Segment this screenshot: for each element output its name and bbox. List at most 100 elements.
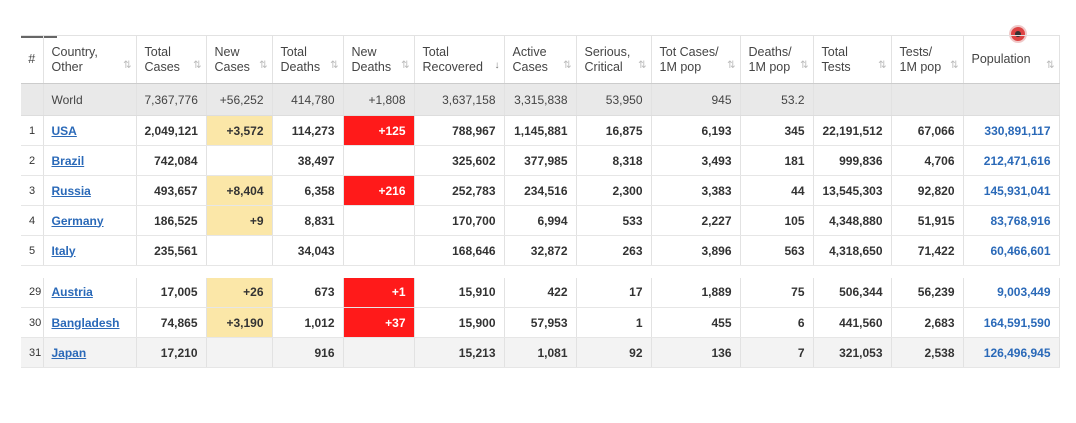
cell-new-cases: +26 bbox=[206, 277, 273, 308]
cell-serious: 92 bbox=[576, 337, 652, 368]
cell-new-deaths bbox=[343, 205, 415, 236]
column-header-total-deaths[interactable]: Total Deaths ⇅ bbox=[272, 35, 344, 84]
country-link[interactable]: Russia bbox=[51, 183, 91, 198]
covid-stats-table-container: # Country, Other ⇅ Total Cases ⇅ New Cases ⇅ Total… bbox=[21, 35, 1060, 368]
cell-population: 212,471,616 bbox=[963, 145, 1060, 176]
cell-tests-1m: 2,683 bbox=[891, 307, 964, 338]
cell-active-cases: 1,145,881 bbox=[504, 115, 577, 146]
cell-population: 164,591,590 bbox=[963, 307, 1060, 338]
cell-population: 330,891,117 bbox=[963, 115, 1060, 146]
cell-total-tests: 999,836 bbox=[813, 145, 892, 176]
cell-new-cases bbox=[206, 235, 273, 266]
table-row: 2 Brazil 742,084 38,497 325,602 377,985 8,318 3… bbox=[21, 145, 1060, 176]
cell-active-cases: 1,081 bbox=[504, 337, 577, 368]
cell-population: 145,931,041 bbox=[963, 175, 1060, 206]
country-link[interactable]: Bangladesh bbox=[51, 315, 120, 330]
cell-deaths-1m: 53.2 bbox=[740, 83, 814, 116]
cell-active-cases: 32,872 bbox=[504, 235, 577, 266]
cell-active-cases: 422 bbox=[504, 277, 577, 308]
cell-active-cases: 377,985 bbox=[504, 145, 577, 176]
sort-icon[interactable]: ⇅ bbox=[193, 60, 202, 71]
sort-icon[interactable]: ⇅ bbox=[727, 60, 736, 71]
cell-active-cases: 6,994 bbox=[504, 205, 577, 236]
cell-idx bbox=[21, 83, 44, 116]
cell-idx: 31 bbox=[21, 337, 44, 368]
table-row: 4 Germany 186,525 +9 8,831 170,700 6,994 533 2,2… bbox=[21, 205, 1060, 236]
column-header-label: Population bbox=[971, 52, 1031, 66]
cell-total-tests: 441,560 bbox=[813, 307, 892, 338]
country-link[interactable]: Japan bbox=[51, 345, 87, 360]
table-row: 1 USA 2,049,121 +3,572 114,273 +125 788,967 1,1… bbox=[21, 115, 1060, 146]
country-link[interactable]: USA bbox=[51, 123, 77, 138]
cell-total-cases: 493,657 bbox=[136, 175, 207, 206]
cell-new-deaths: +216 bbox=[343, 175, 415, 206]
gap-cell bbox=[136, 265, 206, 278]
column-header-label: New bbox=[214, 44, 240, 59]
cell-new-deaths: +1,808 bbox=[343, 83, 415, 116]
column-header-label: 1M pop bbox=[899, 59, 942, 74]
cell-tests-1m bbox=[891, 83, 964, 116]
cell-total-deaths: 673 bbox=[272, 277, 344, 308]
country-link[interactable]: Italy bbox=[51, 243, 76, 258]
cell-serious: 8,318 bbox=[576, 145, 652, 176]
column-header-active-cases[interactable]: Active Cases ⇅ bbox=[504, 35, 577, 84]
table-row: 5 Italy 235,561 34,043 168,646 32,872 263 3,896… bbox=[21, 235, 1060, 266]
sort-icon[interactable]: ⇅ bbox=[1046, 60, 1055, 71]
column-header-new-cases[interactable]: New Cases ⇅ bbox=[206, 35, 273, 84]
cell-serious: 17 bbox=[576, 277, 652, 308]
column-header-label: Cases bbox=[512, 59, 548, 74]
cell-deaths-1m: 6 bbox=[740, 307, 814, 338]
column-header-country[interactable]: Country, Other ⇅ bbox=[43, 35, 137, 84]
column-header-label: Recovered bbox=[422, 59, 483, 74]
cell-idx: 29 bbox=[21, 277, 44, 308]
country-link[interactable]: Germany bbox=[51, 213, 104, 228]
gap-cell bbox=[651, 265, 740, 278]
column-header-label: New bbox=[351, 44, 377, 59]
sort-icon[interactable]: ⇅ bbox=[800, 60, 809, 71]
table-row: 31 Japan 17,210 916 15,213 1,081 92 136 7 321,053… bbox=[21, 337, 1060, 368]
cell-total-tests: 506,344 bbox=[813, 277, 892, 308]
country-link[interactable]: Brazil bbox=[51, 153, 85, 168]
column-header-population[interactable]: Population ⇅ bbox=[963, 35, 1060, 84]
sort-icon[interactable]: ⇅ bbox=[123, 60, 132, 71]
cell-total-recovered: 15,900 bbox=[414, 307, 505, 338]
cell-total-cases: 17,210 bbox=[136, 337, 207, 368]
cell-total-deaths: 34,043 bbox=[272, 235, 344, 266]
column-header-deaths-1m[interactable]: Deaths/1M pop ⇅ bbox=[740, 35, 814, 84]
gap-cell bbox=[813, 265, 891, 278]
column-header-new-deaths[interactable]: New Deaths ⇅ bbox=[343, 35, 415, 84]
cell-total-recovered: 170,700 bbox=[414, 205, 505, 236]
column-header-tot-cases-1m[interactable]: Tot Cases/1M pop ⇅ bbox=[651, 35, 741, 84]
row-gap bbox=[21, 265, 1059, 278]
column-header-tests-1m[interactable]: Tests/1M pop ⇅ bbox=[891, 35, 964, 84]
column-header-serious[interactable]: Serious, Critical ⇅ bbox=[576, 35, 652, 84]
sort-icon[interactable]: ⇅ bbox=[950, 60, 959, 71]
cell-tests-1m: 92,820 bbox=[891, 175, 964, 206]
cell-deaths-1m: 181 bbox=[740, 145, 814, 176]
cell-total-tests: 13,545,303 bbox=[813, 175, 892, 206]
cell-country: Austria bbox=[43, 277, 137, 308]
cell-total-recovered: 325,602 bbox=[414, 145, 505, 176]
column-header-label: Tests/ bbox=[899, 44, 933, 59]
column-header-total-tests[interactable]: Total Tests ⇅ bbox=[813, 35, 892, 84]
sort-icon[interactable]: ⇅ bbox=[259, 60, 268, 71]
column-header-label: Active bbox=[512, 44, 547, 59]
sort-icon[interactable]: ⇅ bbox=[563, 60, 572, 71]
column-header-label: Total bbox=[144, 44, 171, 59]
cell-country: World bbox=[43, 83, 137, 116]
column-header-total-recovered[interactable]: Total Recovered ↓ bbox=[414, 35, 505, 84]
cell-new-cases: +9 bbox=[206, 205, 273, 236]
column-header-total-cases[interactable]: Total Cases ⇅ bbox=[136, 35, 207, 84]
cell-new-deaths: +1 bbox=[343, 277, 415, 308]
sort-icon[interactable]: ⇅ bbox=[638, 60, 647, 71]
cell-total-recovered: 15,213 bbox=[414, 337, 505, 368]
cell-total-cases: 74,865 bbox=[136, 307, 207, 338]
sort-icon[interactable]: ⇅ bbox=[330, 60, 339, 71]
sort-icon[interactable]: ↓ bbox=[494, 60, 500, 71]
cell-tests-1m: 67,066 bbox=[891, 115, 964, 146]
column-header-idx: # bbox=[21, 35, 44, 84]
sort-icon[interactable]: ⇅ bbox=[401, 60, 410, 71]
country-link[interactable]: Austria bbox=[51, 285, 93, 300]
sort-icon[interactable]: ⇅ bbox=[878, 60, 887, 71]
cell-serious: 263 bbox=[576, 235, 652, 266]
